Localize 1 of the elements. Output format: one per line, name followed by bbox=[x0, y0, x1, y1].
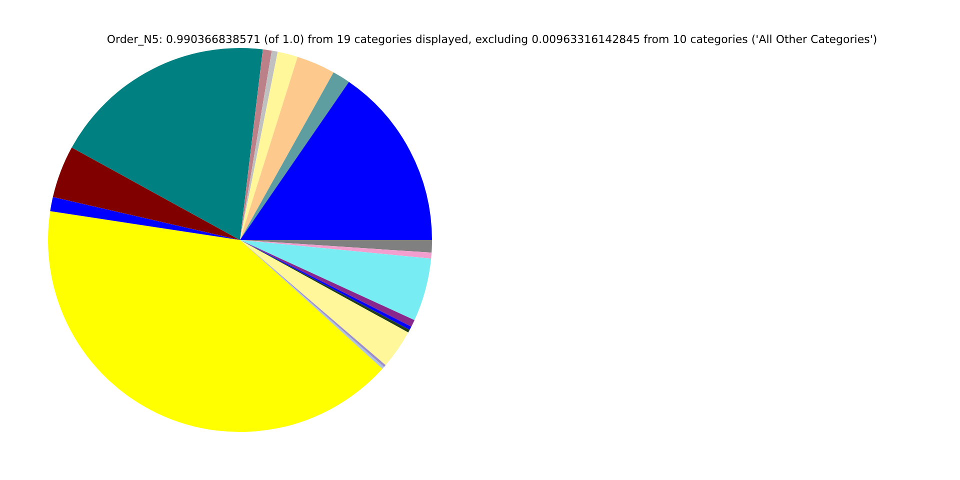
text: Order_N5: 0.990366838571 (of 1.0) from 19 categories displayed, excluding 0.00963316142845 from 10 categories ('All Other Categories') bbox=[106, 32, 878, 46]
